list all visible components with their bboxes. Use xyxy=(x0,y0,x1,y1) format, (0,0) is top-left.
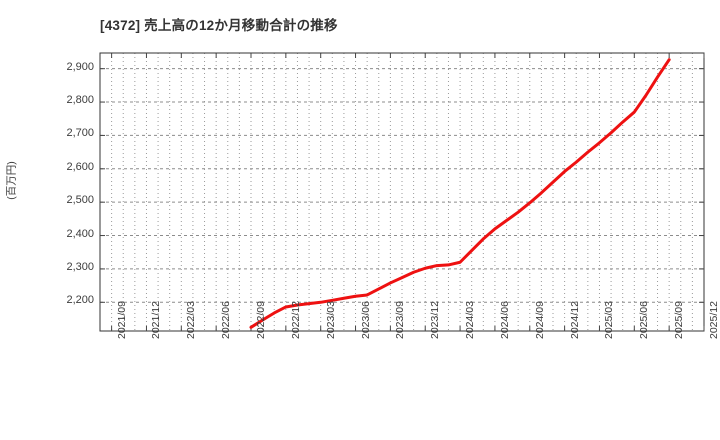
y-axis-ticks xyxy=(100,68,704,303)
x-axis-tick-label: 2025/09 xyxy=(673,301,686,339)
y-axis-tick-label: 2,900 xyxy=(66,60,94,73)
y-axis-tick-label: 2,300 xyxy=(66,260,94,273)
x-axis-tick-label: 2022/03 xyxy=(185,301,198,339)
x-axis-tick-label: 2025/03 xyxy=(603,301,616,339)
x-axis-tick-label: 2025/06 xyxy=(638,301,651,339)
x-axis-tick-label: 2023/12 xyxy=(429,301,442,339)
y-axis-tick-label: 2,700 xyxy=(66,127,94,140)
x-axis-tick-label: 2023/09 xyxy=(394,301,407,339)
horizontal-gridlines xyxy=(100,68,704,303)
x-axis-tick-label: 2022/12 xyxy=(289,301,302,339)
x-axis-tick-label: 2024/06 xyxy=(498,301,511,339)
x-axis-tick-label: 2021/09 xyxy=(115,301,128,339)
x-axis-tick-label: 2023/06 xyxy=(359,301,372,339)
axis-frame xyxy=(99,52,705,332)
vertical-gridlines xyxy=(111,53,693,331)
x-axis-ticks xyxy=(111,53,705,331)
series-layer xyxy=(249,58,671,329)
x-axis-tick-label: 2024/03 xyxy=(464,301,477,339)
y-axis-tick-label: 2,800 xyxy=(66,94,94,107)
x-axis-tick-label: 2025/12 xyxy=(708,301,720,339)
x-axis-tick-label: 2022/06 xyxy=(220,301,233,339)
chart-title: [4372] 売上高の12か月移動合計の推移 xyxy=(100,18,338,33)
y-axis-tick-label: 2,500 xyxy=(66,194,94,207)
x-axis-tick-label: 2024/09 xyxy=(533,301,546,339)
x-axis-tick-label: 2023/03 xyxy=(324,301,337,339)
data-line xyxy=(249,58,671,329)
y-axis-tick-label: 2,400 xyxy=(66,227,94,240)
x-axis-tick-label: 2022/09 xyxy=(255,301,267,339)
x-axis-tick-label: 2021/12 xyxy=(150,301,163,339)
x-axis-tick-label: 2024/12 xyxy=(568,301,581,339)
y-axis-tick-label: 2,200 xyxy=(66,294,94,307)
y-axis-tick-label: 2,600 xyxy=(66,160,94,173)
